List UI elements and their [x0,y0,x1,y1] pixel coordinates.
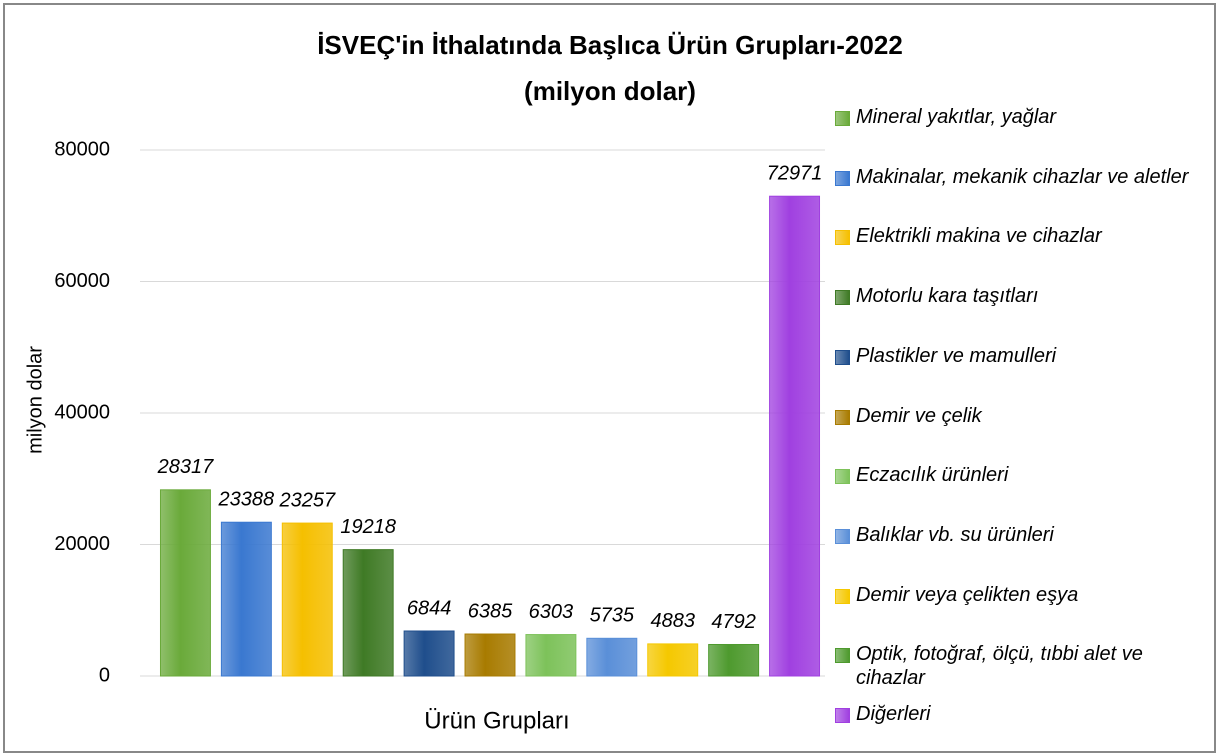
value-label: 5735 [590,605,635,627]
value-label: 4792 [711,611,756,633]
legend-swatch [835,708,850,723]
value-label: 6385 [468,600,513,622]
y-axis-label: milyon dolar [24,346,46,454]
legend-swatch [835,528,850,544]
legend-item: Optik, fotoğraf, ölçü, tıbbi alet ve cih… [832,642,1212,690]
legend-item: Diğerleri [832,702,1212,726]
legend-swatch [835,349,850,365]
legend-item: Eczacılık ürünleri [832,463,1212,487]
legend-item: Plastikler ve mamulleri [832,344,1212,368]
chart-title: İSVEÇ'in İthalatında Başlıca Ürün Grupla… [317,30,903,60]
legend-swatch [835,469,850,485]
y-tick-label: 40000 [54,401,110,423]
y-tick-label: 20000 [54,533,110,555]
bar [342,549,394,677]
legend-label: Balıklar vb. su ürünleri [856,523,1054,546]
bar [525,634,577,677]
bar [769,195,821,677]
x-axis-label: Ürün Grupları [424,707,569,734]
legend-item: Mineral yakıtlar, yağlar [832,105,1212,129]
value-label: 6303 [529,601,574,623]
legend-item: Elektrikli makina ve cihazlar [832,224,1212,248]
legend-label: Eczacılık ürünleri [856,464,1009,487]
legend-swatch [835,409,850,425]
legend-swatch [835,111,850,126]
legend-label: Diğerleri [856,703,931,725]
legend-item: Makinalar, mekanik cihazlar ve aletler [832,165,1212,189]
bar [708,643,760,677]
value-label: 23388 [218,489,275,511]
legend-swatch [835,230,850,246]
legend-item: Motorlu kara taşıtları [832,284,1212,308]
legend-label: Makinalar, mekanik cihazlar ve aletler [856,165,1189,188]
legend-swatch [835,588,850,604]
value-label: 6844 [407,597,452,619]
bar [281,522,333,677]
bar [647,643,699,677]
legend-label: Demir ve çelik [856,404,982,427]
value-label: 4883 [650,610,695,632]
legend-label: Elektrikli makina ve cihazlar [856,225,1102,248]
value-label: 72971 [767,162,823,184]
y-tick-label: 60000 [54,270,110,292]
legend-swatch [835,290,850,306]
legend-label: Motorlu kara taşıtları [856,285,1039,308]
value-label: 23257 [278,489,335,511]
chart-subtitle: (milyon dolar) [524,76,696,106]
y-tick-label: 0 [99,664,110,686]
y-tick-label: 80000 [54,138,110,160]
value-label: 28317 [157,456,214,478]
legend-item: Demir ve çelik [832,404,1212,428]
legend-item: Demir veya çelikten eşya [832,583,1212,607]
bar [159,489,211,677]
legend-swatch [835,170,850,186]
bar [220,521,272,677]
bar [403,630,455,677]
value-label: 19218 [340,516,396,538]
legend-swatch [835,648,850,664]
bar [586,637,638,677]
legend-label: Plastikler ve mamulleri [856,344,1057,367]
legend-label: Mineral yakıtlar, yağlar [856,106,1057,128]
bar [464,633,516,677]
legend-label: Optik, fotoğraf, ölçü, tıbbi alet ve cih… [856,643,1143,690]
legend-item: Balıklar vb. su ürünleri [832,523,1212,547]
legend-label: Demir veya çelikten eşya [856,583,1079,606]
